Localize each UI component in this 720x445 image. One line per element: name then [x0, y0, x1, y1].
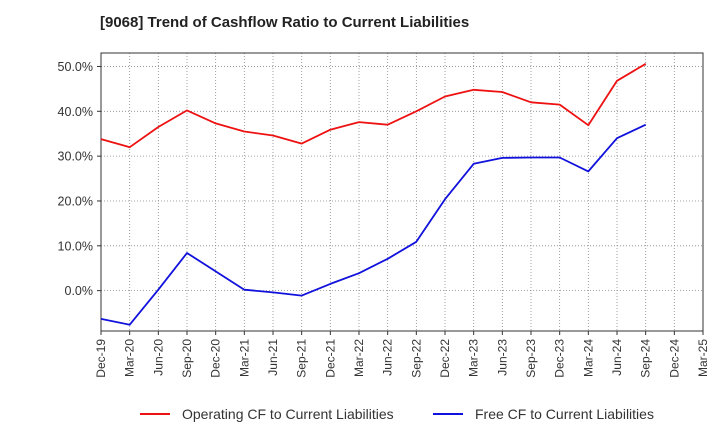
- x-axis-ticks: Dec-19 Mar-20 Jun-20 Sep-20 Dec-20 Mar-21 Jun-…: [94, 331, 710, 378]
- plot-area-frame: [100, 52, 704, 332]
- x-tick-label: Dec-23: [553, 339, 567, 378]
- x-tick-label: Mar-22: [352, 339, 366, 377]
- y-tick-label: 30.0%: [58, 150, 93, 164]
- x-tick-label: Sep-24: [639, 339, 653, 378]
- x-tick-label: Jun-24: [610, 339, 624, 376]
- y-tick-label: 0.0%: [65, 284, 94, 298]
- legend-label: Operating CF to Current Liabilities: [182, 406, 394, 422]
- y-tick-label: 20.0%: [58, 194, 93, 208]
- x-tick-label: Jun-22: [381, 339, 395, 376]
- legend-label: Free CF to Current Liabilities: [475, 406, 654, 422]
- x-tick-label: Sep-23: [524, 339, 538, 378]
- x-tick-label: Mar-24: [581, 339, 595, 377]
- grid-layer: [100, 53, 704, 331]
- series-layer: [100, 63, 647, 326]
- x-tick-label: Mar-21: [237, 339, 251, 377]
- x-tick-label: Mar-20: [123, 339, 137, 377]
- y-tick-label: 50.0%: [58, 60, 93, 74]
- series-line-operating-cf-to-current-liabilities: [100, 63, 647, 149]
- x-tick-label: Jun-21: [266, 339, 280, 376]
- x-tick-label: Jun-23: [495, 339, 509, 376]
- chart-title: [9068] Trend of Cashflow Ratio to Curren…: [100, 14, 470, 31]
- x-tick-label: Dec-21: [323, 339, 337, 378]
- x-tick-label: Jun-20: [151, 339, 165, 376]
- y-axis-ticks: 0.0% 10.0% 20.0% 30.0% 40.0% 50.0%: [58, 60, 101, 298]
- x-tick-label: Sep-22: [409, 339, 423, 378]
- legend: Operating CF to Current Liabilities Free …: [140, 406, 654, 422]
- series-line-free-cf-to-current-liabilities: [100, 123, 647, 326]
- x-tick-label: Dec-20: [209, 339, 223, 378]
- x-tick-label: Mar-23: [467, 339, 481, 377]
- x-tick-label: Dec-19: [94, 339, 108, 378]
- x-tick-label: Sep-21: [295, 339, 309, 378]
- y-tick-label: 10.0%: [58, 239, 93, 253]
- x-tick-label: Dec-24: [667, 339, 681, 378]
- x-tick-label: Sep-20: [180, 339, 194, 378]
- x-tick-label: Dec-22: [438, 339, 452, 378]
- x-tick-label: Mar-25: [696, 339, 710, 377]
- y-tick-label: 40.0%: [58, 105, 93, 119]
